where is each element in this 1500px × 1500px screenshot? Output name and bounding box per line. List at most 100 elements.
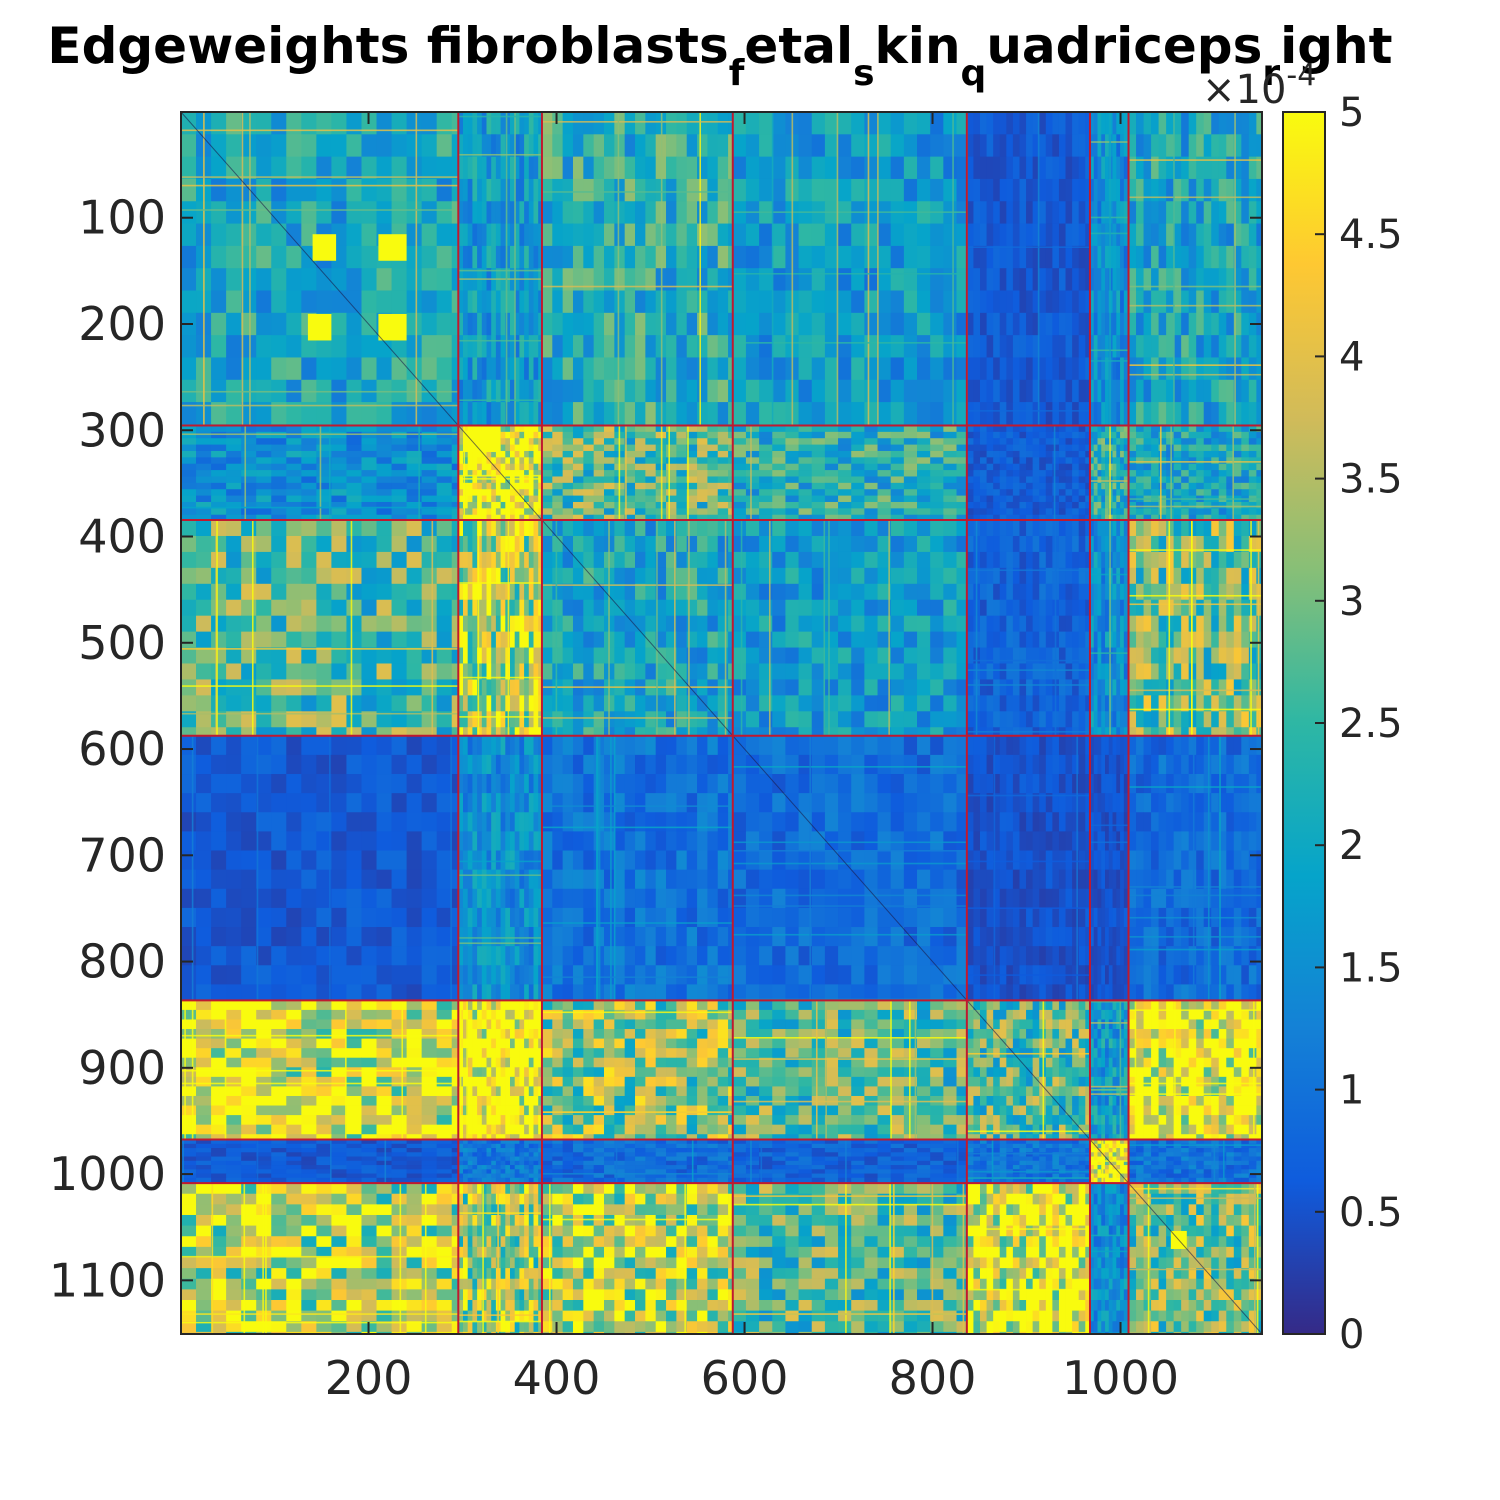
heat-cell [271, 727, 287, 737]
heat-cell [467, 711, 473, 728]
heat-cell [1143, 431, 1152, 439]
heat-cell [524, 431, 530, 439]
heat-cell [286, 431, 302, 439]
heat-cell [980, 501, 987, 509]
heat-cell [562, 711, 574, 728]
heat-cell [772, 520, 786, 537]
heat-cell [1128, 431, 1137, 439]
heat-cell [1089, 290, 1095, 314]
heat-cell [798, 457, 813, 465]
heat-cell [851, 156, 865, 180]
heat-cell [211, 290, 227, 314]
heat-cell [697, 489, 708, 497]
heat-cell [676, 727, 688, 737]
heat-cell [686, 535, 698, 553]
heat-cell [376, 476, 392, 484]
heat-cell [331, 535, 347, 553]
heat-cell [500, 431, 506, 439]
heat-cell [1097, 290, 1102, 314]
heat-cell [1006, 535, 1014, 553]
heat-cell [999, 615, 1007, 633]
heat-cell [811, 495, 826, 503]
heat-cell [271, 583, 287, 601]
heat-cell [824, 156, 839, 180]
heat-cell [181, 290, 197, 314]
heat-cell [538, 501, 543, 509]
heat-cell [986, 495, 994, 503]
heat-cell [851, 599, 865, 617]
heat-cell [645, 312, 657, 336]
heat-cell [1188, 438, 1197, 445]
heat-cell [316, 134, 332, 158]
heat-cell [686, 663, 698, 680]
heat-cell [1093, 431, 1098, 439]
heat-cell [1045, 444, 1053, 452]
heat-cell [1108, 470, 1113, 477]
heat-cell [331, 357, 347, 381]
heat-cell [1196, 425, 1205, 433]
heat-cell [717, 444, 729, 452]
heat-cell [286, 402, 302, 425]
heat-cell [486, 178, 492, 202]
heat-cell [1045, 431, 1053, 439]
heat-cell [505, 223, 511, 247]
heat-cell [256, 520, 272, 537]
heat-cell [1026, 599, 1034, 617]
heat-cell [966, 679, 974, 696]
heat-cell [519, 567, 525, 585]
heat-cell [999, 520, 1007, 537]
heat-cell [1097, 508, 1102, 516]
heat-cell [451, 134, 459, 158]
heat-cell [510, 444, 516, 452]
heat-cell [391, 551, 407, 569]
heat-cell [572, 599, 584, 617]
heat-cell [1089, 489, 1095, 497]
heat-cell [1196, 463, 1205, 471]
heat-cell [406, 450, 423, 458]
heat-cell [495, 457, 501, 465]
heat-cell [211, 508, 227, 516]
heat-cell [467, 402, 473, 425]
heat-cell [286, 583, 302, 601]
heat-cell [1006, 178, 1014, 202]
heat-cell [614, 112, 626, 135]
heat-cell [798, 223, 813, 247]
heat-cell [486, 357, 492, 381]
heat-cell [562, 567, 574, 585]
heat-cell [1181, 476, 1190, 484]
heat-cell [458, 290, 464, 314]
heat-cell [614, 335, 626, 358]
heat-cell [903, 450, 918, 458]
heat-cell [346, 312, 362, 336]
heat-cell [1123, 425, 1128, 433]
heat-cell [676, 450, 688, 458]
heat-cell [491, 379, 497, 403]
heat-cell [1120, 489, 1125, 497]
heat-cell [745, 156, 760, 180]
heat-cell [838, 290, 852, 314]
heat-cell [798, 583, 813, 601]
heat-cell [1097, 201, 1102, 224]
heat-cell [593, 470, 605, 477]
heat-cell [472, 450, 478, 458]
heat-cell [851, 335, 865, 358]
heat-cell [467, 357, 473, 381]
heat-cell [1058, 402, 1066, 425]
heat-cell [467, 156, 473, 180]
heat-cell [593, 268, 605, 291]
heat-cell [877, 223, 892, 247]
heat-cell [491, 663, 497, 680]
heat-cell [519, 379, 525, 403]
heat-cell [903, 482, 918, 490]
heat-cell [772, 290, 786, 314]
heat-cell [966, 431, 974, 439]
heat-cell [481, 679, 487, 696]
heat-cell [1248, 501, 1257, 509]
heat-cell [346, 476, 362, 484]
heat-cell [271, 520, 287, 537]
heat-cell [645, 489, 657, 497]
heat-cell [486, 551, 492, 569]
heat-cell [1085, 551, 1091, 569]
heat-cell [1158, 357, 1167, 381]
heat-cell [541, 463, 553, 471]
